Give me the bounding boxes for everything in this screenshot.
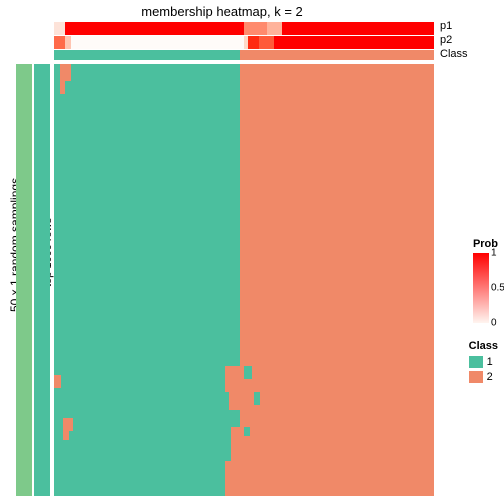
legend-class: Class 1 2 [469, 340, 498, 385]
anno-p2 [54, 36, 434, 49]
rows-sidebar [34, 64, 50, 496]
legend-prob: Prob 10.50 [473, 238, 498, 325]
heatmap-noise [244, 427, 250, 436]
heatmap-noise [225, 366, 240, 392]
legend-swatch [469, 371, 483, 383]
heatmap-noise [244, 366, 252, 379]
heatmap-noise [60, 64, 71, 81]
anno-p1 [54, 22, 434, 35]
heatmap-class2 [240, 64, 434, 496]
anno-labels: p1 p2 Class [440, 20, 498, 62]
sampling-sidebar [16, 64, 32, 496]
legend-class-item: 1 [469, 355, 498, 370]
heatmap-noise [54, 375, 61, 388]
heatmap-class1 [54, 64, 240, 496]
label-p2: p2 [440, 34, 498, 48]
anno-cell [244, 22, 267, 35]
anno-cell [71, 36, 244, 49]
legend-label: 2 [487, 371, 493, 383]
legend-swatch [469, 356, 483, 368]
anno-cell [267, 22, 282, 35]
heatmap-noise [254, 392, 260, 405]
heatmap-noise [225, 461, 240, 496]
legend-class-item: 2 [469, 370, 498, 385]
anno-cell [54, 36, 65, 49]
anno-cell [54, 22, 65, 35]
anno-class [54, 50, 434, 60]
membership-heatmap [54, 64, 434, 496]
heatmap-noise [63, 418, 72, 431]
label-class: Class [440, 48, 498, 62]
prob-gradient: 10.50 [473, 253, 489, 323]
anno-cell [248, 36, 259, 49]
heatmap-noise [60, 81, 66, 94]
anno-cell [282, 22, 434, 35]
heatmap-noise [229, 392, 240, 409]
anno-cell [259, 36, 274, 49]
legend-label: 1 [487, 356, 493, 368]
chart-title: membership heatmap, k = 2 [0, 4, 444, 19]
anno-cell [54, 50, 240, 60]
anno-cell [65, 22, 244, 35]
prob-tick: 1 [491, 248, 497, 259]
prob-tick: 0 [491, 318, 497, 329]
anno-cell [240, 50, 434, 60]
annotation-tracks [54, 22, 434, 62]
legend-class-title: Class [469, 340, 498, 352]
heatmap-noise [63, 431, 69, 440]
label-p1: p1 [440, 20, 498, 34]
anno-cell [274, 36, 434, 49]
prob-tick: 0.5 [491, 283, 504, 294]
